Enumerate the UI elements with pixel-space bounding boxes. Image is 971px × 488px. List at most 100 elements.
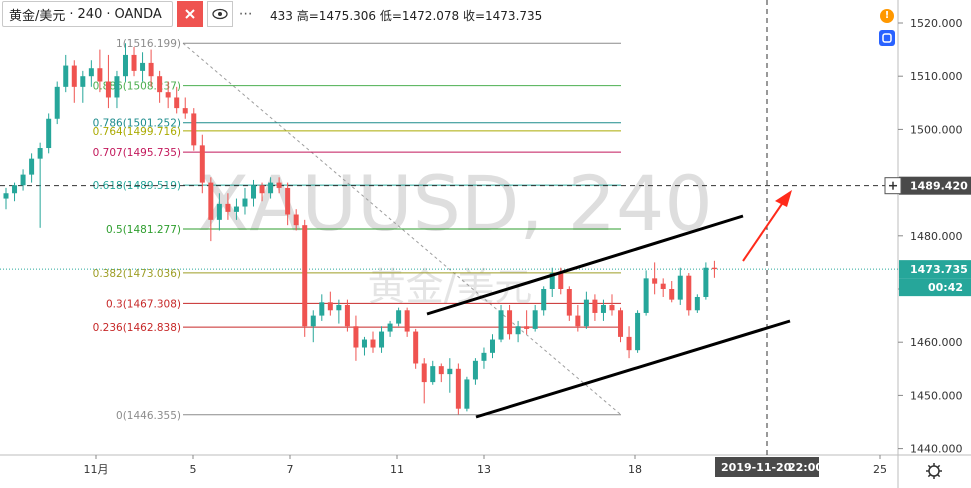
candle-body: [131, 54, 137, 71]
price-tick-label: 1440.000: [910, 443, 963, 456]
projection-arrow-shaft: [742, 197, 787, 262]
candle-body: [63, 65, 69, 87]
candle-body: [336, 304, 342, 311]
candle-body: [259, 185, 265, 194]
candle-body: [88, 68, 94, 77]
fib-level-label: 0(1446.355): [116, 410, 181, 422]
price-tick-label: 1450.000: [910, 389, 963, 402]
countdown-box: [899, 278, 971, 297]
candle-body: [370, 339, 376, 348]
more-icon[interactable]: ⋯: [238, 6, 253, 22]
candle-body: [532, 310, 538, 329]
candle-body: [105, 81, 111, 98]
watermark-sub: 黄金/美元: [368, 265, 533, 309]
candle-body: [199, 145, 205, 183]
fib-level-label: 0.5(1481.277): [106, 224, 181, 236]
candle-body: [97, 68, 103, 82]
candle-body: [558, 273, 564, 289]
time-tick-label: 7: [287, 463, 294, 476]
symbol-box[interactable]: 黄金/美元 · 240 · OANDA: [2, 1, 173, 27]
candle-body: [447, 368, 453, 375]
time-tick-label: 13: [477, 463, 491, 476]
separator: ·: [69, 6, 74, 22]
candle-body: [635, 312, 641, 351]
chart-header: 黄金/美元 · 240 · OANDA ⋯: [0, 0, 253, 28]
candle-body: [600, 304, 606, 313]
candle-body: [549, 273, 555, 289]
candle-body: [626, 336, 632, 351]
candle-body: [481, 352, 487, 361]
time-tick-label: 18: [628, 463, 642, 476]
candle-body: [472, 360, 478, 380]
candle-body: [541, 289, 547, 311]
candle-body: [438, 366, 444, 375]
candle-body: [302, 225, 308, 327]
candle-body: [165, 92, 171, 98]
gear-icon-tooth: [927, 474, 931, 478]
fib-level-label: 1(1516.199): [116, 38, 181, 50]
fib-level-label: 0.764(1499.716): [93, 126, 181, 138]
time-tick-label: 11: [390, 463, 404, 476]
candle-body: [251, 185, 257, 199]
gear-icon[interactable]: [928, 465, 940, 477]
info-icon[interactable]: !: [880, 9, 894, 23]
candle-body: [413, 331, 419, 364]
price-tick-label: 1520.000: [910, 17, 963, 30]
candle-body: [583, 299, 589, 327]
candle-body: [140, 62, 146, 71]
candle-body: [285, 187, 291, 215]
candle-body: [575, 315, 581, 327]
candle-body: [711, 267, 717, 270]
candle-body: [489, 339, 495, 353]
candle-body: [182, 108, 188, 114]
candle-body: [592, 299, 598, 313]
ohlc-readout: 433 高=1475.306 低=1472.078 收=1473.735: [270, 9, 543, 23]
sync-icon[interactable]: [879, 30, 895, 46]
time-tick-label: 5: [190, 463, 197, 476]
candle-body: [276, 182, 282, 188]
gear-icon-tooth: [937, 474, 941, 478]
countdown-label: 00:42: [928, 281, 963, 294]
price-tick-label: 1460.000: [910, 336, 963, 349]
last-price-label: 1473.735: [910, 263, 968, 276]
crosshair-date-label: 2019-11-20: [721, 461, 792, 474]
candle-body: [524, 326, 530, 329]
candle-body: [515, 326, 521, 335]
candle-body: [148, 62, 154, 77]
candle-body: [353, 326, 359, 348]
channel-lower-line: [475, 319, 791, 419]
candle-body: [455, 368, 461, 409]
candle-body: [507, 310, 513, 335]
candle-body: [677, 275, 683, 300]
candle-body: [310, 315, 316, 327]
candle-body: [12, 185, 18, 194]
candle-body: [268, 182, 274, 194]
candle-body: [421, 363, 427, 383]
candle-body: [430, 366, 436, 383]
crosshair-time-label: 22:00: [788, 461, 823, 474]
candle-body: [361, 339, 367, 348]
alert-icon[interactable]: [176, 1, 203, 27]
candle-body: [191, 113, 197, 146]
candle-body: [37, 148, 43, 159]
candle-body: [122, 54, 128, 77]
candle-body: [404, 310, 410, 332]
eye-icon[interactable]: [206, 1, 233, 27]
candle-body: [29, 158, 35, 175]
candle-body: [225, 203, 231, 212]
candle-body: [566, 289, 572, 316]
candle-body: [208, 182, 214, 220]
price-tick-label: 1510.000: [910, 70, 963, 83]
candle-body: [157, 76, 163, 93]
time-tick-label: 11月: [84, 463, 109, 476]
candle-body: [114, 76, 120, 98]
candle-body: [609, 304, 615, 311]
symbol-label: 黄金/美元: [9, 8, 66, 24]
candle-body: [216, 203, 222, 220]
candle-body: [618, 310, 624, 337]
gear-icon-tooth: [927, 464, 931, 468]
candle-body: [20, 174, 26, 186]
candle-body: [174, 97, 180, 109]
candle-body: [387, 323, 393, 332]
